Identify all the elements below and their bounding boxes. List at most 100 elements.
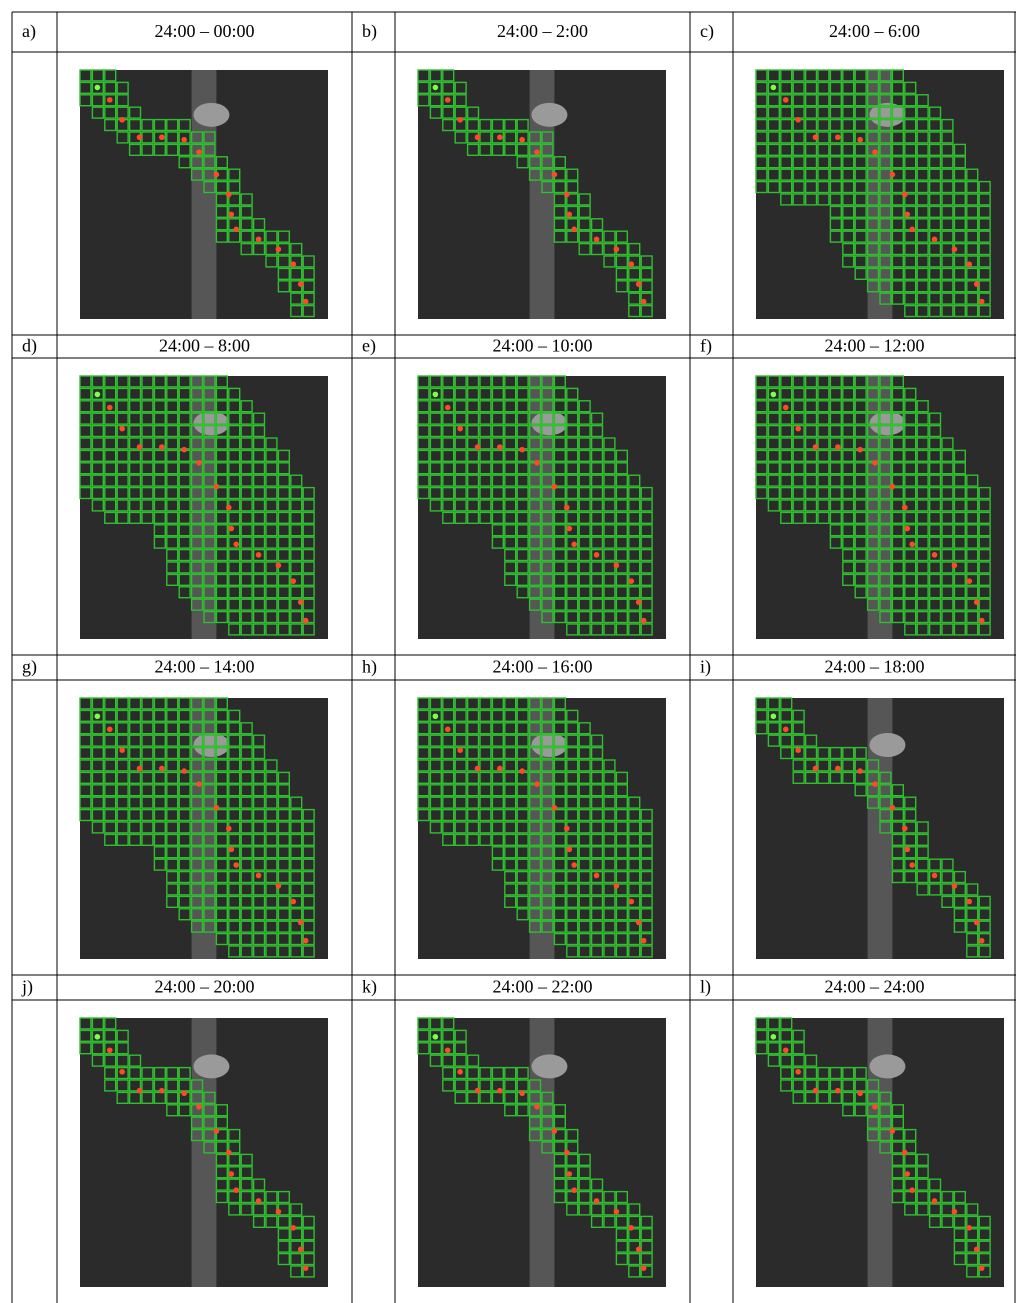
- waypoint: [641, 618, 647, 624]
- panel-image: [756, 698, 1004, 959]
- waypoint: [636, 1247, 642, 1253]
- panel-title: 24:00 – 00:00: [154, 21, 254, 41]
- terminal: [193, 103, 229, 127]
- waypoint: [457, 117, 463, 123]
- waypoint: [641, 938, 647, 944]
- waypoint: [952, 563, 958, 569]
- waypoint: [566, 526, 572, 532]
- waypoint: [290, 1225, 296, 1231]
- waypoint: [233, 542, 239, 548]
- waypoint: [902, 192, 908, 198]
- waypoint: [107, 727, 113, 733]
- panel-title: 24:00 – 18:00: [824, 657, 924, 677]
- waypoint: [534, 781, 540, 787]
- waypoint: [298, 599, 304, 605]
- waypoint: [298, 1247, 304, 1253]
- waypoint: [813, 1088, 819, 1094]
- waypoint: [771, 392, 777, 398]
- waypoint: [256, 237, 262, 243]
- waypoint: [107, 97, 113, 103]
- waypoint: [564, 505, 570, 511]
- waypoint: [298, 920, 304, 926]
- waypoint: [795, 117, 801, 123]
- waypoint: [890, 805, 896, 811]
- waypoint: [628, 578, 634, 584]
- waypoint: [214, 484, 220, 490]
- waypoint: [233, 1187, 239, 1193]
- waypoint: [95, 1034, 101, 1040]
- waypoint: [233, 862, 239, 868]
- waypoint: [534, 460, 540, 466]
- waypoint: [457, 747, 463, 753]
- waypoint: [872, 460, 878, 466]
- waypoint: [872, 1104, 878, 1110]
- waypoint: [95, 713, 101, 719]
- waypoint: [890, 1128, 896, 1134]
- waypoint: [276, 246, 282, 252]
- panel-label: g): [22, 657, 37, 678]
- waypoint: [214, 1128, 220, 1134]
- waypoint: [475, 134, 481, 140]
- waypoint: [519, 137, 525, 143]
- waypoint: [290, 578, 296, 584]
- waypoint: [137, 766, 143, 772]
- waypoint: [932, 552, 938, 558]
- waypoint: [433, 713, 439, 719]
- waypoint: [181, 447, 187, 453]
- waypoint: [783, 97, 789, 103]
- panel-label: b): [362, 21, 377, 42]
- waypoint: [233, 227, 239, 233]
- waypoint: [256, 873, 262, 879]
- panel-image: [418, 70, 666, 319]
- waypoint: [835, 1088, 841, 1094]
- waypoint: [952, 1209, 958, 1215]
- panel-title: 24:00 – 10:00: [492, 336, 592, 356]
- waypoint: [571, 542, 577, 548]
- waypoint: [835, 134, 841, 140]
- waypoint: [119, 117, 125, 123]
- waypoint: [904, 1171, 910, 1177]
- waypoint: [445, 727, 451, 733]
- waypoint: [228, 212, 234, 218]
- waypoint: [226, 1150, 232, 1156]
- terminal: [869, 411, 905, 435]
- panel-label: k): [362, 977, 377, 998]
- waypoint: [519, 1091, 525, 1097]
- waypoint: [552, 484, 558, 490]
- waypoint: [979, 299, 985, 305]
- waypoint: [952, 246, 958, 252]
- waypoint: [228, 847, 234, 853]
- terminal: [531, 103, 567, 127]
- waypoint: [303, 299, 309, 305]
- waypoint: [226, 505, 232, 511]
- waypoint: [771, 85, 777, 91]
- terminal: [193, 1054, 229, 1078]
- waypoint: [835, 766, 841, 772]
- waypoint: [433, 1034, 439, 1040]
- waypoint: [534, 149, 540, 155]
- waypoint: [214, 805, 220, 811]
- waypoint: [564, 192, 570, 198]
- waypoint: [290, 261, 296, 267]
- waypoint: [614, 563, 620, 569]
- waypoint: [594, 237, 600, 243]
- waypoint: [497, 444, 503, 450]
- waypoint: [835, 444, 841, 450]
- waypoint: [214, 172, 220, 178]
- waypoint: [95, 85, 101, 91]
- waypoint: [932, 1198, 938, 1204]
- waypoint: [872, 781, 878, 787]
- waypoint: [909, 1187, 915, 1193]
- panel-image: [418, 698, 666, 959]
- waypoint: [497, 766, 503, 772]
- waypoint: [813, 134, 819, 140]
- waypoint: [904, 847, 910, 853]
- waypoint: [795, 1069, 801, 1075]
- waypoint: [932, 237, 938, 243]
- waypoint: [902, 1150, 908, 1156]
- panel-label: e): [362, 336, 376, 357]
- waypoint: [552, 1128, 558, 1134]
- waypoint: [445, 1047, 451, 1053]
- waypoint: [909, 542, 915, 548]
- panel-image: [418, 1018, 666, 1287]
